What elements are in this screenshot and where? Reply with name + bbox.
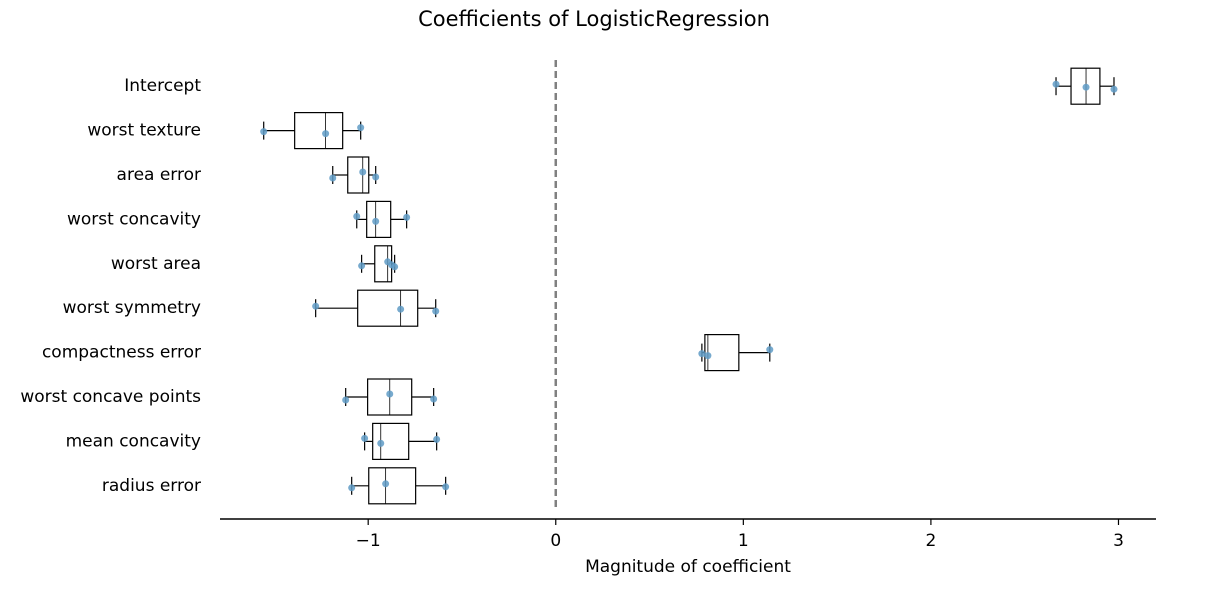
point: [433, 435, 441, 443]
box: [294, 111, 344, 150]
point: [329, 174, 337, 182]
point: [397, 305, 405, 313]
point: [386, 390, 394, 398]
point: [342, 396, 350, 404]
x-tick-label: 3: [1113, 531, 1124, 551]
point: [260, 128, 268, 136]
chart-title: Coefficients of LogisticRegression: [418, 7, 770, 31]
y-tick-label: radius error: [102, 476, 201, 496]
box: [704, 334, 740, 372]
point: [403, 213, 411, 221]
x-tick-label: 0: [550, 531, 561, 551]
point: [442, 483, 450, 491]
point: [432, 307, 440, 315]
point: [377, 439, 385, 447]
point: [1052, 80, 1060, 88]
box: [368, 467, 417, 505]
x-tick-label: −1: [356, 531, 381, 551]
point: [359, 168, 367, 176]
point: [766, 346, 774, 354]
point: [391, 263, 399, 271]
x-tick-label: 1: [738, 531, 749, 551]
y-tick-label: Intercept: [124, 76, 201, 96]
point: [357, 124, 365, 132]
point: [382, 480, 390, 488]
point: [372, 217, 380, 225]
point: [430, 395, 438, 403]
y-tick-label: area error: [117, 165, 201, 185]
box: [357, 289, 419, 327]
y-tick-label: worst symmetry: [63, 298, 201, 318]
point: [312, 302, 320, 310]
y-tick-label: compactness error: [42, 343, 201, 363]
point: [1110, 85, 1118, 93]
box: [366, 200, 392, 238]
box: [1070, 67, 1101, 105]
point: [348, 484, 356, 492]
point: [1082, 83, 1090, 91]
point: [358, 262, 366, 270]
x-tick-label: 2: [925, 531, 936, 551]
y-tick-label: worst texture: [87, 121, 201, 141]
y-tick-label: worst concavity: [67, 209, 201, 229]
point: [372, 173, 380, 181]
y-tick-label: worst area: [111, 254, 201, 274]
point: [698, 350, 706, 358]
point: [361, 434, 369, 442]
point: [353, 212, 361, 220]
x-axis-label: Magnitude of coefficient: [585, 557, 791, 577]
box: [372, 422, 410, 460]
point: [322, 130, 330, 138]
point: [704, 352, 712, 360]
y-tick-label: worst concave points: [20, 387, 201, 407]
y-tick-label: mean concavity: [66, 431, 201, 451]
box: [347, 156, 370, 194]
